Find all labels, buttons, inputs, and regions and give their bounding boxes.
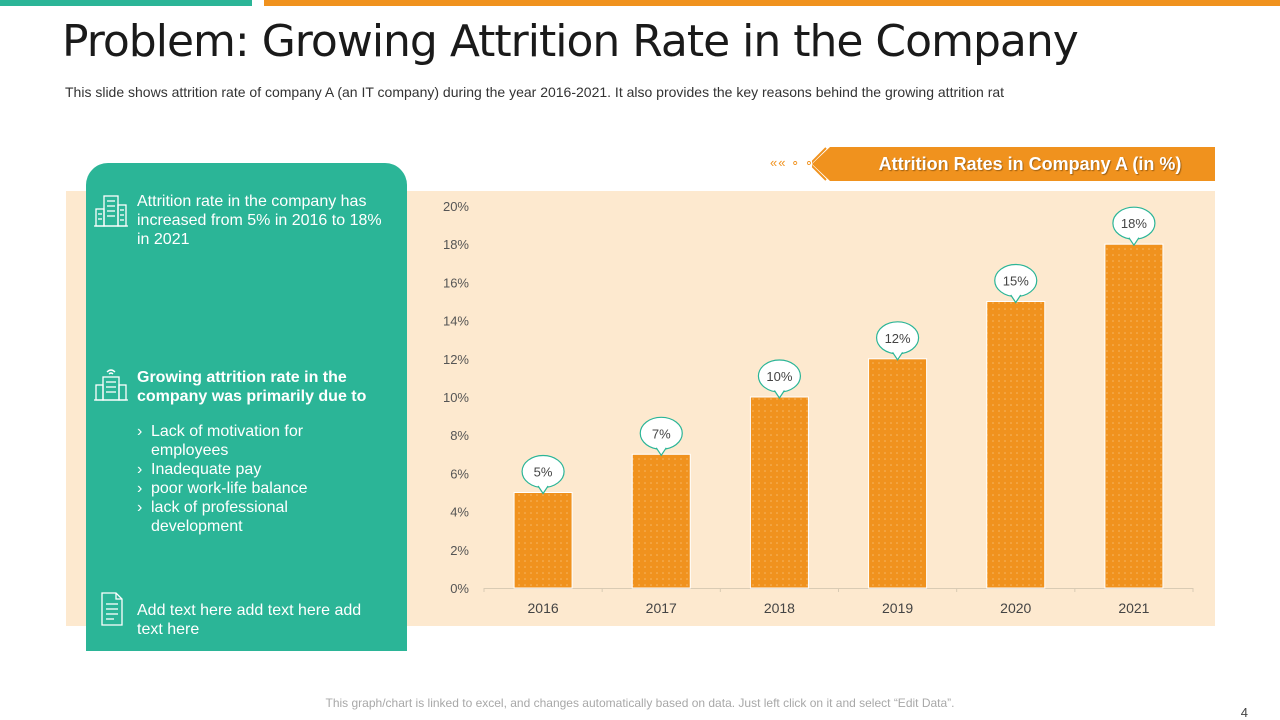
page-title: Problem: Growing Attrition Rate in the C… bbox=[62, 16, 1079, 67]
document-icon bbox=[101, 592, 123, 626]
chart-title-banner-shape bbox=[812, 147, 1215, 181]
reasons-list: Lack of motivation for employees Inadequ… bbox=[137, 422, 377, 536]
info-block-summary: Attrition rate in the company has increa… bbox=[86, 191, 407, 271]
page-number: 4 bbox=[1240, 705, 1248, 720]
chart-title-banner: Attrition Rates in Company A (in %) bbox=[812, 147, 1215, 181]
info-block-reasons: Growing attrition rate in the company wa… bbox=[86, 367, 407, 547]
chart-title: Attrition Rates in Company A (in %) bbox=[878, 154, 1182, 174]
reasons-heading: Growing attrition rate in the company wa… bbox=[137, 369, 367, 405]
office-building-icon bbox=[94, 195, 128, 227]
reason-item: poor work-life balance bbox=[137, 479, 377, 498]
reason-item: Inadequate pay bbox=[137, 460, 377, 479]
reason-item: lack of professional development bbox=[137, 498, 377, 536]
smart-building-icon bbox=[94, 369, 128, 401]
footer-note: This graph/chart is linked to excel, and… bbox=[325, 696, 955, 710]
top-accent-bar-green bbox=[0, 0, 252, 6]
top-accent-bar-orange bbox=[264, 0, 1280, 6]
info-block-placeholder: Add text here add text here add text her… bbox=[86, 591, 407, 651]
reason-item: Lack of motivation for employees bbox=[137, 422, 377, 460]
summary-text: Attrition rate in the company has increa… bbox=[137, 193, 382, 248]
info-card: Attrition rate in the company has increa… bbox=[86, 163, 407, 651]
decorative-chevrons: «« ∘ ∘ bbox=[770, 155, 814, 170]
page-subtitle: This slide shows attrition rate of compa… bbox=[65, 84, 1005, 100]
placeholder-text: Add text here add text here add text her… bbox=[137, 602, 362, 638]
